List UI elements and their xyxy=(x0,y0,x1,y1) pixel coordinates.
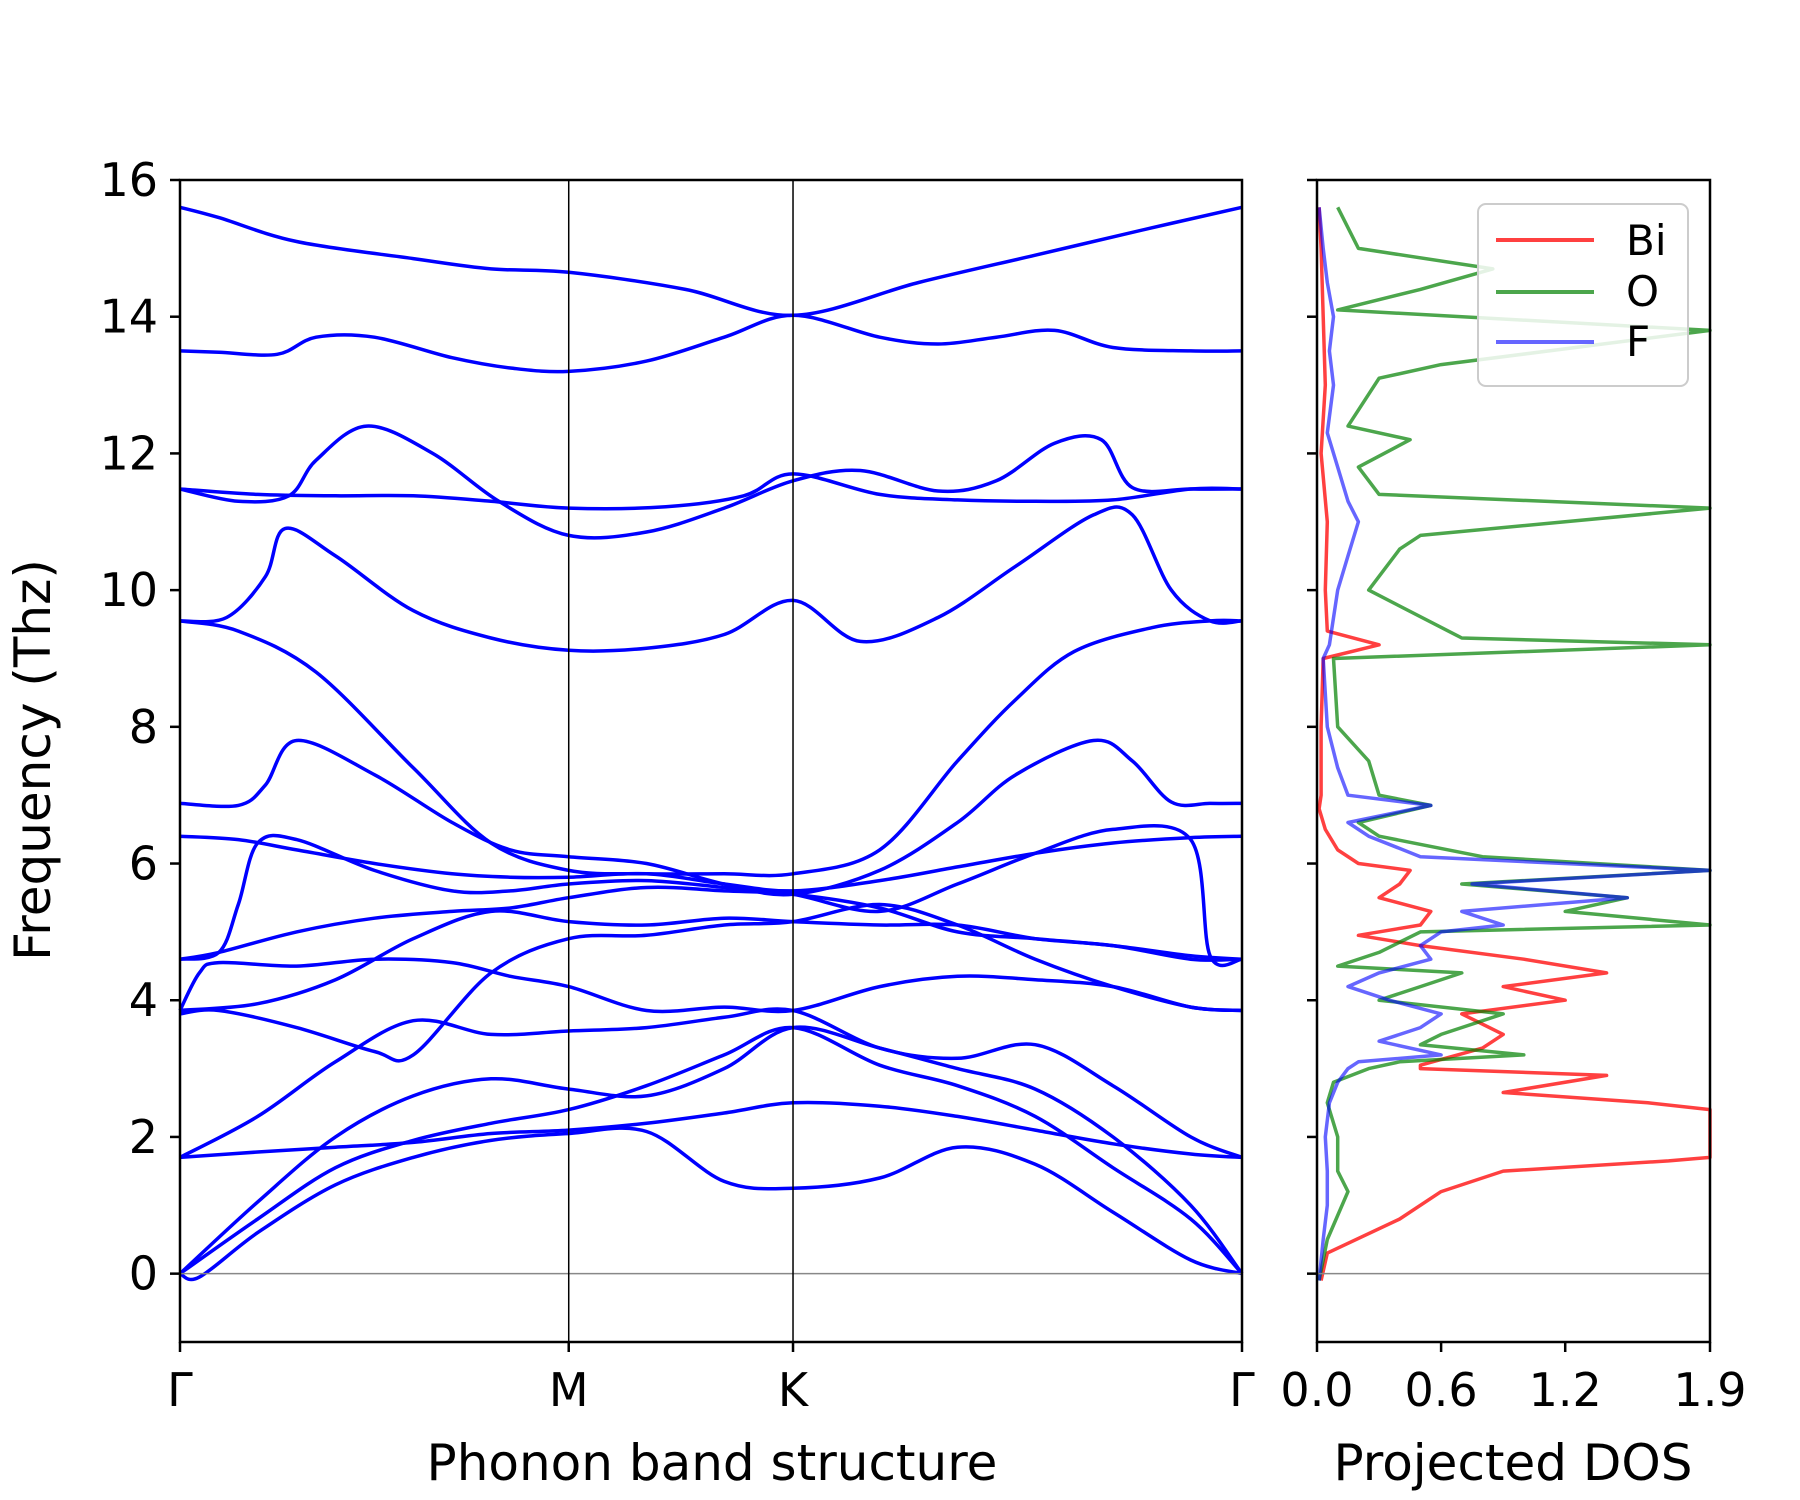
band-line-15 xyxy=(178,1025,1244,1275)
legend-label-bi: Bi xyxy=(1626,216,1666,265)
band-line-1 xyxy=(179,205,1243,318)
band-line-18 xyxy=(179,1126,1243,1282)
dos-panel: 0.0 0.6 1.2 1.9 Projected DOS Bi O F xyxy=(1280,178,1747,1492)
dos-x-axis-title: Projected DOS xyxy=(1333,1434,1692,1492)
band-y-tick-label: 2 xyxy=(129,1110,158,1164)
band-line-3 xyxy=(179,424,1243,540)
band-line-14 xyxy=(179,1007,1243,1160)
band-line-17 xyxy=(179,1100,1243,1160)
band-line-11 xyxy=(178,957,1243,1014)
band-line-12 xyxy=(179,909,1243,1013)
legend: Bi O F xyxy=(1477,203,1689,387)
band-line-13 xyxy=(179,902,1243,1063)
band-lines xyxy=(178,205,1244,1282)
band-y-ticks: 0 2 4 6 8 10 12 14 16 xyxy=(99,153,180,1301)
band-y-tick-label: 10 xyxy=(99,563,158,617)
dos-y-ticks xyxy=(1307,178,1317,1275)
dos-line-o xyxy=(1317,206,1712,1281)
band-line-2 xyxy=(179,313,1243,374)
dos-x-tick-label: 0.0 xyxy=(1280,1363,1353,1417)
dos-x-tick-label: 1.9 xyxy=(1673,1363,1746,1417)
band-y-tick-label: 6 xyxy=(129,837,158,891)
dos-x-tick-label: 0.6 xyxy=(1405,1363,1478,1417)
dos-x-tick-label: 1.2 xyxy=(1529,1363,1602,1417)
band-y-axis-title: Frequency (Thz) xyxy=(4,559,62,961)
band-line-6 xyxy=(179,618,1243,878)
band-x-tick-label: M xyxy=(549,1363,589,1417)
band-y-tick-label: 0 xyxy=(129,1247,158,1301)
band-y-tick-label: 8 xyxy=(129,700,158,754)
dos-plot-frame xyxy=(1315,178,1712,1344)
band-x-tick-label: K xyxy=(778,1363,810,1417)
dos-x-ticks: 0.0 0.6 1.2 1.9 xyxy=(1280,1342,1747,1417)
band-x-tick-label: Γ xyxy=(167,1363,193,1417)
band-y-tick-label: 14 xyxy=(99,290,158,344)
band-y-tick-label: 4 xyxy=(129,973,158,1027)
band-plot-frame xyxy=(178,178,1244,1344)
band-x-axis-title: Phonon band structure xyxy=(427,1434,998,1492)
band-structure-panel: 0 2 4 6 8 10 12 14 16 Γ M K Γ Phonon band structure… xyxy=(4,153,1255,1492)
band-line-9 xyxy=(179,823,1243,968)
band-guides xyxy=(180,180,1242,1342)
band-line-16 xyxy=(178,1025,1244,1276)
band-line-5 xyxy=(179,505,1243,653)
band-y-tick-label: 12 xyxy=(99,426,158,480)
band-x-tick-label: Γ xyxy=(1229,1363,1255,1417)
legend-label-f: F xyxy=(1626,317,1650,366)
band-line-4 xyxy=(179,472,1243,511)
band-y-tick-label: 16 xyxy=(99,153,158,207)
dos-line-f xyxy=(1317,207,1712,1281)
legend-label-o: O xyxy=(1626,267,1659,316)
